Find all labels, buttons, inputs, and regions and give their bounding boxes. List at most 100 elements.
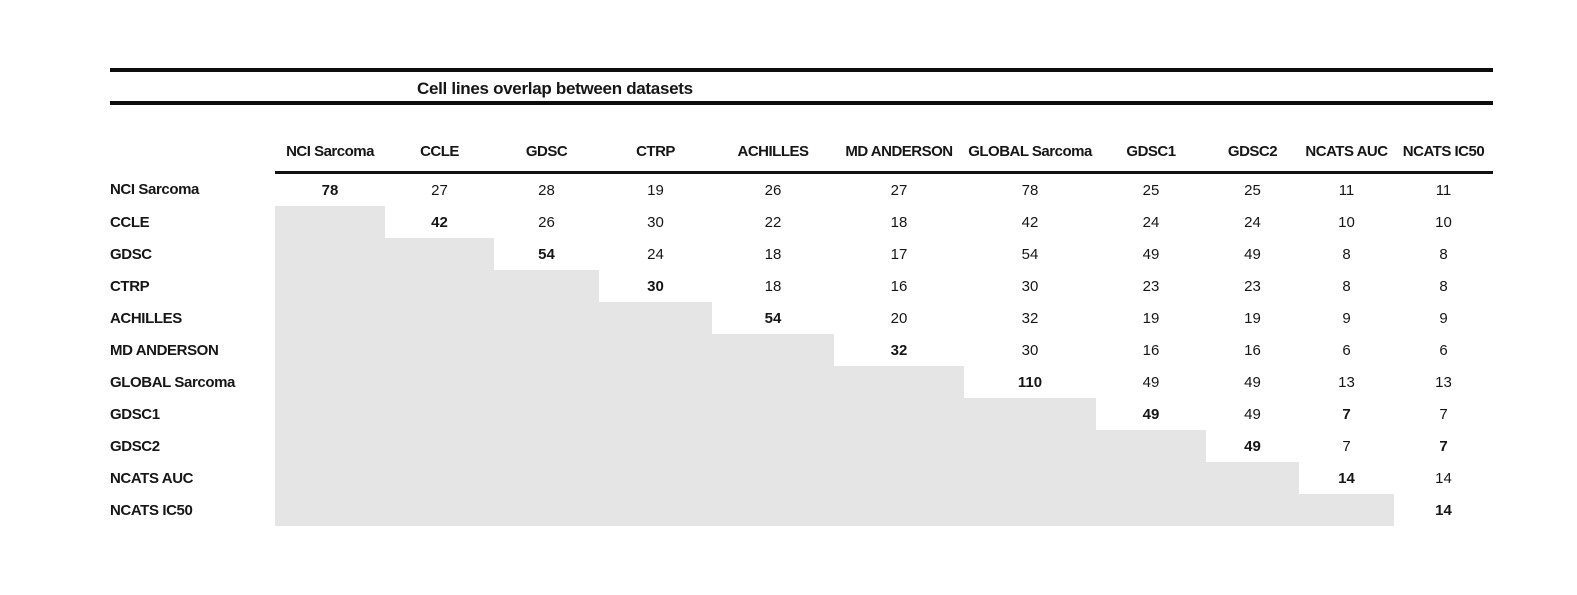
cell-4-7: 19 — [1142, 309, 1160, 327]
cell-2-8: 49 — [1244, 245, 1261, 263]
cell-3-3: 30 — [647, 277, 664, 295]
cell-9-0 — [275, 462, 385, 494]
cell-1-6: 42 — [1021, 213, 1039, 231]
cell-3-4: 18 — [764, 277, 782, 295]
cell-6-2 — [494, 366, 599, 398]
table-row: NCATS IC50 14 — [110, 494, 1493, 526]
cell-1-7: 24 — [1142, 213, 1160, 231]
cell-10-6 — [964, 494, 1096, 526]
cell-4-5: 20 — [890, 309, 908, 327]
cell-10-2 — [494, 494, 599, 526]
column-header-nci-sarcoma: NCI Sarcoma — [275, 131, 385, 174]
column-header-gdsc2: GDSC2 — [1206, 131, 1299, 174]
cell-7-1 — [385, 398, 494, 430]
cell-7-2 — [494, 398, 599, 430]
cell-1-4: 22 — [764, 213, 782, 231]
cell-3-7: 23 — [1142, 277, 1160, 295]
cell-3-8: 23 — [1244, 277, 1261, 295]
row-label-achilles: ACHILLES — [110, 309, 182, 327]
cell-2-7: 49 — [1142, 245, 1160, 263]
cell-6-8: 49 — [1244, 373, 1261, 391]
cell-0-0: 78 — [321, 181, 339, 199]
cell-7-3 — [599, 398, 712, 430]
cell-7-0 — [275, 398, 385, 430]
cell-9-8 — [1206, 462, 1299, 494]
cell-8-9: 7 — [1342, 437, 1351, 455]
cell-6-7: 49 — [1142, 373, 1160, 391]
cell-1-0 — [275, 206, 385, 238]
column-header-gdsc1: GDSC1 — [1096, 131, 1206, 174]
cell-6-0 — [275, 366, 385, 398]
cell-3-5: 16 — [890, 277, 908, 295]
cell-3-1 — [385, 270, 494, 302]
cell-8-5 — [834, 430, 964, 462]
cell-9-4 — [712, 462, 834, 494]
cell-2-4: 18 — [764, 245, 782, 263]
cell-10-3 — [599, 494, 712, 526]
row-label-ccle: CCLE — [110, 213, 150, 231]
cell-6-10: 13 — [1435, 373, 1452, 391]
cell-8-3 — [599, 430, 712, 462]
table-row: NCATS AUC 14 14 — [110, 462, 1493, 494]
cell-0-1: 27 — [431, 181, 448, 199]
cell-6-3 — [599, 366, 712, 398]
column-header-ccle: CCLE — [385, 131, 494, 174]
cell-3-10: 8 — [1439, 277, 1448, 295]
cell-7-10: 7 — [1439, 405, 1448, 423]
cell-9-1 — [385, 462, 494, 494]
cell-8-7 — [1096, 430, 1206, 462]
table-row: MD ANDERSON 32 30 16 16 6 6 — [110, 334, 1493, 366]
cell-9-10: 14 — [1435, 469, 1452, 487]
cell-8-4 — [712, 430, 834, 462]
column-header-ctrp: CTRP — [599, 131, 712, 174]
table-row: GDSC1 49 49 7 7 — [110, 398, 1493, 430]
cell-7-7: 49 — [1142, 405, 1160, 423]
cell-2-10: 8 — [1439, 245, 1448, 263]
cell-8-6 — [964, 430, 1096, 462]
cell-5-6: 30 — [1021, 341, 1039, 359]
cell-3-2 — [494, 270, 599, 302]
cell-10-8 — [1206, 494, 1299, 526]
cell-10-9 — [1299, 494, 1394, 526]
cell-3-9: 8 — [1342, 277, 1351, 295]
cell-3-6: 30 — [1021, 277, 1039, 295]
cell-7-8: 49 — [1244, 405, 1261, 423]
row-label-gdsc: GDSC — [110, 245, 152, 263]
cell-4-9: 9 — [1342, 309, 1351, 327]
top-rule — [110, 68, 1493, 72]
cell-10-1 — [385, 494, 494, 526]
corner-cell — [110, 131, 275, 173]
cell-4-1 — [385, 302, 494, 334]
cell-2-5: 17 — [890, 245, 908, 263]
cell-9-6 — [964, 462, 1096, 494]
cell-4-6: 32 — [1021, 309, 1039, 327]
cell-6-1 — [385, 366, 494, 398]
table-body: NCI Sarcoma 78 27 28 19 26 27 78 25 25 11 11 CCLE 42 2… — [110, 173, 1493, 526]
cell-9-9: 14 — [1338, 469, 1355, 487]
cell-2-0 — [275, 238, 385, 270]
cell-1-1: 42 — [431, 213, 448, 231]
cell-4-3 — [599, 302, 712, 334]
cell-1-3: 30 — [647, 213, 664, 231]
cell-2-2: 54 — [538, 245, 555, 263]
cell-5-2 — [494, 334, 599, 366]
figure-title: Cell lines overlap between datasets — [417, 79, 693, 98]
cell-7-6 — [964, 398, 1096, 430]
cell-4-10: 9 — [1439, 309, 1448, 327]
cell-5-1 — [385, 334, 494, 366]
cell-6-5 — [834, 366, 964, 398]
cell-8-8: 49 — [1244, 437, 1261, 455]
table-row: NCI Sarcoma 78 27 28 19 26 27 78 25 25 11 11 — [110, 173, 1493, 207]
row-label-gdsc1: GDSC1 — [110, 405, 160, 423]
cell-5-9: 6 — [1342, 341, 1351, 359]
cell-7-9: 7 — [1342, 405, 1351, 423]
table-row: CTRP 30 18 16 30 23 23 8 8 — [110, 270, 1493, 302]
cell-0-9: 11 — [1338, 181, 1355, 199]
cell-4-0 — [275, 302, 385, 334]
row-label-ncats-auc: NCATS AUC — [110, 469, 194, 487]
column-header-gdsc: GDSC — [494, 131, 599, 174]
overlap-matrix-table: NCI Sarcoma CCLE GDSC CTRP ACHILLES MD A… — [110, 131, 1493, 526]
cell-0-4: 26 — [764, 181, 782, 199]
cell-0-8: 25 — [1244, 181, 1261, 199]
